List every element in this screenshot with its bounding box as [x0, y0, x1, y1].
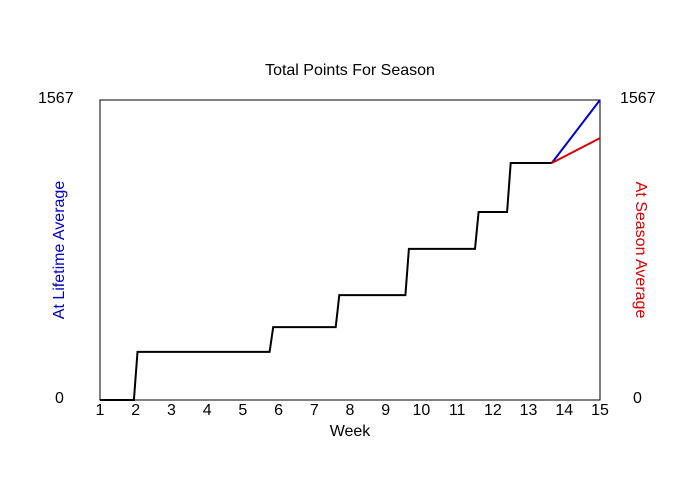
series-line-actual: [100, 162, 552, 401]
x-tick-3: 3: [166, 402, 176, 419]
chart-title: Total Points For Season: [265, 62, 435, 79]
series-line-at-season-average: [551, 137, 601, 164]
x-tick-1: 1: [95, 402, 105, 419]
y-tick-right-min: 0: [633, 390, 642, 407]
x-tick-14: 14: [555, 402, 574, 419]
x-axis-label: Week: [329, 423, 371, 440]
x-tick-5: 5: [238, 402, 248, 419]
x-tick-10: 10: [412, 402, 431, 419]
x-tick-6: 6: [274, 402, 284, 419]
y-tick-left-max: 1567: [38, 90, 74, 107]
series-line-at-lifetime-average: [551, 99, 601, 164]
x-tick-7: 7: [309, 402, 319, 419]
y-tick-left-min: 0: [55, 390, 64, 407]
x-tick-2: 2: [131, 402, 141, 419]
plot-frame: [99, 99, 601, 401]
x-tick-9: 9: [381, 402, 391, 419]
x-tick-11: 11: [448, 402, 466, 419]
x-tick-13: 13: [519, 402, 538, 419]
x-tick-15: 15: [591, 402, 609, 419]
x-tick-8: 8: [345, 402, 355, 419]
x-tick-12: 12: [483, 402, 502, 419]
series-layer: [100, 99, 601, 401]
x-tick-4: 4: [202, 402, 212, 419]
y-tick-right-max: 1567: [620, 90, 656, 107]
